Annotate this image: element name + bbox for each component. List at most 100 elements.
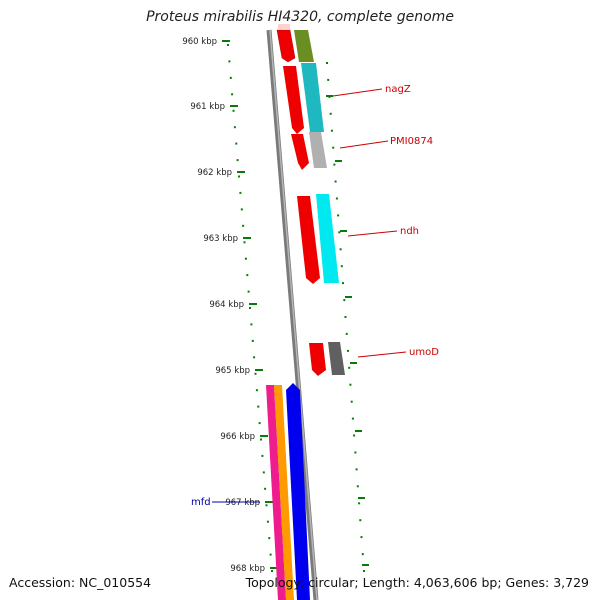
gene-feature-orange[interactable] — [274, 385, 294, 600]
accession-text: Accession: NC_010554 — [9, 575, 152, 590]
scale-guide-dot-left — [253, 356, 256, 359]
gene-feature-magenta[interactable] — [266, 385, 286, 600]
gene-label-nagz[interactable]: nagZ — [385, 84, 411, 95]
gene-feature-red-nagz[interactable] — [283, 66, 304, 134]
scale-guide-dot-right — [329, 112, 332, 115]
scale-guide-dot-left — [268, 537, 271, 540]
gene-label-pmi0874[interactable]: PMI0874 — [390, 136, 433, 147]
pmi0874-leader-line — [339, 140, 389, 149]
scale-major-dash-right — [350, 362, 357, 364]
scale-guide-dot-left — [236, 159, 239, 162]
scale-guide-dot-left — [244, 257, 247, 260]
gene-label-umod[interactable]: umoD — [409, 347, 439, 358]
gene-feature-red-4[interactable] — [309, 343, 326, 376]
scale-guides — [227, 44, 369, 572]
scale-guide-dot-left — [258, 422, 261, 425]
nagz-leader-line — [332, 88, 383, 97]
gene-label-ndh[interactable]: ndh — [400, 226, 419, 237]
gene-feature-grey-pmi0874[interactable] — [309, 132, 327, 168]
genome-backbone-highlight — [269, 29, 318, 600]
scale-guide-dot-right — [363, 570, 365, 572]
scale-major-dash-right — [326, 95, 333, 97]
scale-guide-dot-right — [361, 553, 364, 556]
gene-feature-blue-mfd[interactable] — [286, 383, 310, 600]
scale-guide-dot-right — [353, 434, 356, 437]
scale-tick-mark — [243, 237, 251, 239]
scale-tick-mark — [260, 435, 268, 437]
scale-guide-dot-left — [255, 389, 258, 392]
scale-major-dash-right — [355, 430, 362, 432]
scale-guide-dot-right — [348, 366, 351, 369]
scale-guide-dot-left — [264, 487, 267, 490]
scale-guide-dot-left — [240, 208, 243, 211]
genome-backbone — [266, 29, 319, 600]
scale-guide-dot-right — [327, 78, 330, 81]
scale-major-dash-right — [345, 296, 352, 298]
topology-text: Topology: circular; Length: 4,063,606 bp… — [245, 575, 589, 590]
scale-tick-label: 962 kbp — [197, 168, 232, 178]
scale-tick-mark — [237, 171, 245, 173]
gene-feature-red-top[interactable] — [276, 29, 296, 63]
scale-guide-dot-right — [347, 349, 349, 352]
scale-tick-label: 960 kbp — [182, 37, 217, 47]
scale-guide-dot-right — [343, 299, 346, 302]
scale-guide-dot-right — [354, 451, 357, 454]
scale-guide-dot-left — [238, 175, 240, 178]
scale-guide-dot-right — [358, 502, 361, 505]
scale-guide-dot-left — [271, 570, 273, 572]
scale-guide-dot-left — [250, 323, 253, 326]
gene-feature-olive-top[interactable] — [294, 30, 314, 62]
scale-guide-dot-left — [243, 241, 246, 244]
scale-guide-dot-left — [266, 520, 269, 523]
scale-guide-dot-right — [356, 485, 359, 488]
scale-guide-dot-left — [257, 405, 260, 408]
scale-guide-dot-left — [246, 274, 249, 277]
scale-guide-dot-right — [349, 383, 352, 386]
gene-feature-teal-nagz[interactable] — [301, 63, 324, 132]
scale-guide-dot-left — [269, 553, 272, 556]
scale-tick-mark — [249, 303, 257, 305]
scale-guide-dot-left — [265, 504, 268, 507]
scale-guide-dot-right — [338, 231, 341, 234]
scale-guide-dot-left — [233, 126, 236, 129]
scale-tick-mark — [255, 369, 263, 371]
scale-guide-dot-right — [334, 180, 337, 183]
scale-guide-dot-left — [229, 76, 232, 79]
scale-guide-dot-left — [235, 142, 238, 145]
scale-tick-label: 967 kbp — [225, 498, 260, 508]
scale-guide-dot-right — [359, 519, 362, 522]
scale-major-dash-right — [340, 230, 347, 232]
scale-guide-dot-right — [355, 468, 358, 471]
scale-guide-dot-right — [342, 282, 344, 285]
scale-guide-dot-left — [247, 290, 250, 293]
gene-feature-cyan-ndh[interactable] — [316, 194, 339, 283]
scale-guide-dot-right — [335, 197, 338, 200]
scale-tick-label: 964 kbp — [209, 300, 244, 310]
gene-label-mfd[interactable]: mfd — [191, 497, 211, 508]
ndh-leader-line — [347, 230, 398, 237]
scale-guide-dot-left — [251, 339, 254, 342]
scale-guide-dot-left — [239, 191, 242, 194]
scale-guide-dot-right — [345, 332, 348, 335]
scale-tick-label: 963 kbp — [203, 234, 238, 244]
scale-tick-mark — [230, 105, 238, 107]
scale-guide-dot-right — [344, 316, 347, 318]
scale-guide-dot-right — [337, 214, 340, 217]
gene-feature-darkgrey-umod[interactable] — [328, 342, 345, 375]
gene-feature-red-2[interactable] — [291, 134, 309, 170]
scale-tick-mark — [222, 40, 230, 42]
scale-guide-dot-right — [351, 417, 354, 420]
scale-guide-dot-left — [262, 471, 265, 474]
scale-guide-dot-right — [326, 62, 328, 64]
scale-guide-dot-left — [254, 372, 257, 375]
scale-tick-mark — [265, 501, 273, 503]
scale-guide-dot-left — [228, 60, 231, 63]
scale-guide-dot-right — [350, 400, 353, 403]
scale-guide-dot-right — [330, 129, 333, 132]
scale-guide-dot-left — [260, 438, 262, 441]
scale-tick-label: 968 kbp — [230, 564, 265, 574]
gene-feature-red-3[interactable] — [297, 196, 320, 284]
gene-feature-pink-top — [278, 24, 290, 30]
